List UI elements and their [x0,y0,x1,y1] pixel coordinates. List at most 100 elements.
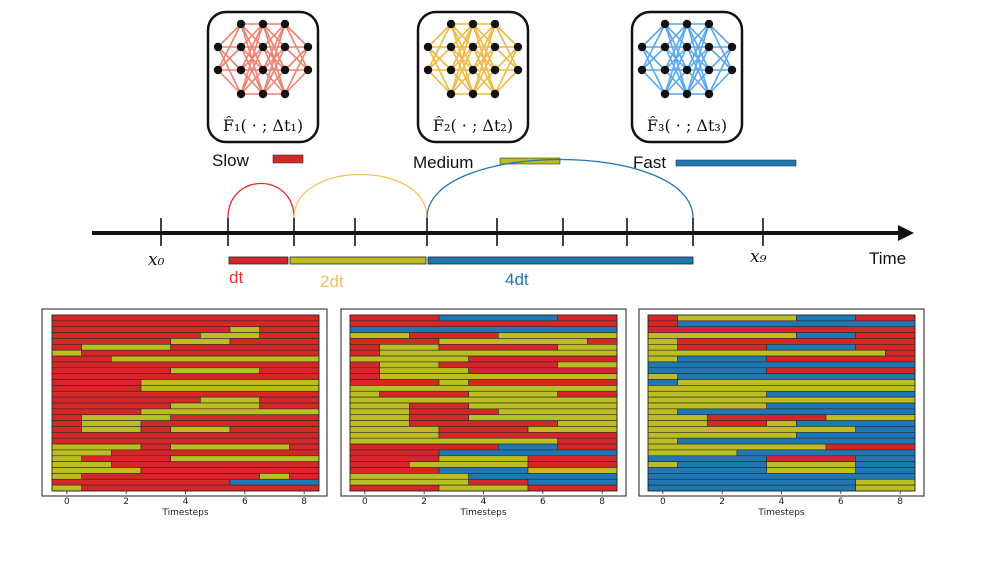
heatmap-segment [170,443,290,451]
time-arrow-icon [898,225,914,241]
heatmap-segment [468,414,618,421]
heatmap-segment [349,355,469,363]
heatmap-segment [349,443,499,451]
network-edge [641,69,666,95]
heatmap-segment [379,361,440,369]
heatmap-segment [51,414,82,421]
heatmap-segment [438,449,618,457]
heatmap-segment [855,484,916,492]
heatmap-segment [349,402,410,410]
network-edge [641,23,666,71]
network-node [258,19,268,29]
network-edge [664,69,688,95]
heatmap-segment [647,390,767,398]
heatmap-segment [51,338,171,345]
step-arcs [227,158,694,219]
heatmap-panel: 0 2 4 6 8 Timesteps [41,308,328,518]
network-node [258,89,268,99]
network-edge [427,23,452,71]
network-edge [262,23,286,71]
network-node [660,89,670,99]
heatmap-segment [81,420,142,427]
x-tick-label: 6 [242,497,248,507]
network-edge [472,23,496,95]
network-edge [664,23,688,48]
heatmap-segment [81,455,171,462]
network-node [490,65,500,75]
heatmap-cells [349,314,618,492]
heatmap-segment [647,349,886,357]
network-edge [686,23,710,48]
network-node [682,89,692,99]
heatmap-segment [349,478,469,486]
heatmap-segment [647,332,797,339]
heatmap-segment [498,443,558,451]
heatmap-cells [647,314,916,492]
heatmap-segment [349,484,440,492]
heatmap-segment [885,349,916,357]
network-edge [240,46,264,95]
network-edge [450,23,474,48]
heatmap-segment [289,473,320,480]
heatmap-segment [349,461,410,468]
heatmap-segment [557,361,618,369]
heatmap-segment [81,426,142,433]
heatmap-segment [379,367,469,374]
timeline: x₀ x₉ Time dt 2dt 4dt [92,218,914,291]
network-label-fast: F̂₃( · ; Δt₃) [647,116,727,135]
heatmap-segment [111,449,320,457]
network-medium: F̂₂( · ; Δt₂) [416,10,530,144]
heatmap-segment [51,426,82,433]
heatmap-segment [527,426,618,433]
heatmap-segment [855,426,916,433]
heatmap-segment [140,385,320,392]
heatmap-segment [51,344,82,351]
x-tick-label: 0 [660,497,666,507]
heatmap-segment [140,379,320,386]
heatmap-segment [81,473,260,480]
heatmap-segment [647,326,916,333]
network-node [446,89,456,99]
heatmap-segment [557,437,618,445]
heatmap-segment [349,426,440,433]
heatmap-segment [468,402,618,410]
network-fast: F̂₃( · ; Δt₃) [630,10,744,144]
heatmap-segment [349,408,410,416]
heatmap-segment [766,402,916,410]
network-node [446,65,456,75]
network-node [513,65,523,75]
heatmap-segment [51,379,142,386]
heatmap-segment [438,338,588,345]
network-node [682,42,692,52]
heatmap-segment [647,361,916,369]
heatmap-segment [81,349,320,357]
network-node [660,19,670,29]
heatmap-segment [736,449,916,457]
heatmap-segment [259,332,320,339]
heatmap-segment [349,338,440,345]
network-node [660,42,670,52]
network-node [236,65,246,75]
x-tick-label: 2 [719,497,725,507]
heatmap-segment [259,326,320,333]
network-edge [450,46,474,95]
heatmap-segment [51,473,82,480]
network-node [258,65,268,75]
network-node [704,89,714,99]
network-edge [450,23,474,95]
network-edge [494,23,519,48]
heatmap-segment [51,396,201,404]
heatmap-segment [259,367,320,374]
network-edge [262,46,286,95]
heatmap-segment [468,379,618,386]
heatmap-segment [647,449,738,457]
heatmap-segment [527,461,618,468]
heatmap-segment [170,414,320,421]
network-node [303,42,313,52]
network-node [513,42,523,52]
network-edge [686,46,710,95]
heatmap-segment [200,332,260,339]
heatmap-segment [855,332,916,339]
heatmap-segment [647,443,827,451]
legend-swatch-fast [675,159,797,167]
